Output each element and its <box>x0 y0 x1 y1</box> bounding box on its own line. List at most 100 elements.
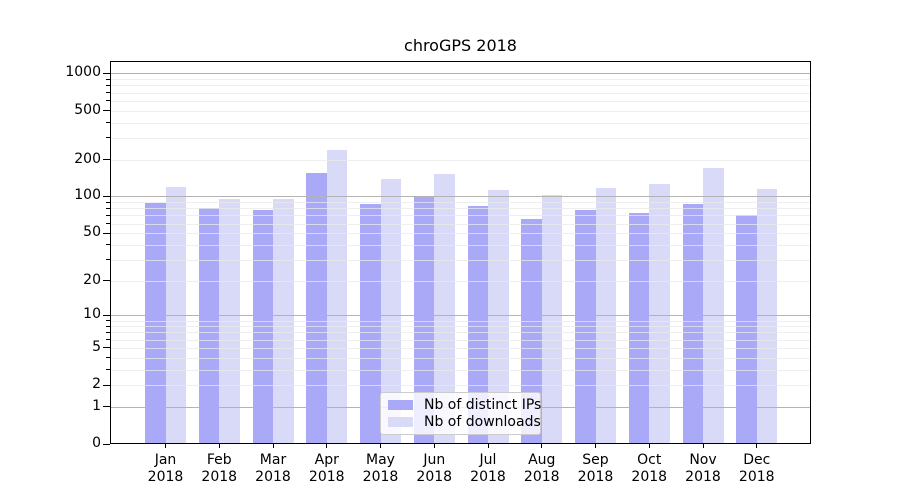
y-minor-tick-9 <box>106 320 110 321</box>
x-tick-label-aug: Aug 2018 <box>523 452 560 485</box>
x-tick-mar <box>272 444 274 448</box>
minor-gridline-80 <box>111 208 810 210</box>
minor-gridline-5 <box>111 347 810 349</box>
y-tick-label-2: 2 <box>92 376 101 393</box>
bar-distinct-ips-dec <box>736 215 757 443</box>
bar-downloads-jan <box>165 186 186 443</box>
x-tick-label-nov: Nov 2018 <box>685 452 721 485</box>
y-minor-tick-70 <box>106 214 110 216</box>
minor-gridline-900 <box>111 79 810 81</box>
x-tick-oct <box>648 444 650 448</box>
minor-gridline-9 <box>111 320 810 322</box>
y-minor-tick-40 <box>106 244 110 246</box>
y-tick-label-1000: 1000 <box>65 64 101 81</box>
y-tick-1000 <box>103 72 110 74</box>
minor-gridline-600 <box>111 100 810 102</box>
y-tick-0 <box>103 443 110 445</box>
y-minor-tick-700 <box>106 92 110 94</box>
minor-gridline-3 <box>111 369 810 371</box>
minor-gridline-20 <box>111 280 810 282</box>
x-tick-jan <box>165 444 166 448</box>
x-tick-aug <box>541 444 543 448</box>
minor-gridline-60 <box>111 223 810 225</box>
bar-distinct-ips-apr <box>306 173 327 443</box>
y-tick-label-100: 100 <box>74 187 101 204</box>
bar-downloads-jun <box>434 174 455 443</box>
y-tick-5 <box>103 347 110 349</box>
y-tick-label-200: 200 <box>74 150 101 167</box>
legend-label-downloads: Nb of downloads <box>424 414 541 431</box>
major-gridline-1000 <box>111 73 810 75</box>
bar-distinct-ips-jun <box>413 196 435 443</box>
y-tick-500 <box>103 110 110 112</box>
y-tick-50 <box>103 232 110 234</box>
x-tick-label-dec: Dec 2018 <box>738 452 775 485</box>
y-tick-label-10: 10 <box>83 306 101 323</box>
minor-gridline-200 <box>111 159 810 161</box>
y-tick-label-1: 1 <box>92 397 101 414</box>
x-tick-label-apr: Apr 2018 <box>308 452 345 485</box>
y-minor-tick-400 <box>106 122 110 123</box>
y-tick-200 <box>103 159 110 161</box>
x-tick-may <box>380 444 381 448</box>
x-tick-label-mar: Mar 2018 <box>255 452 291 485</box>
y-tick-20 <box>103 280 110 282</box>
x-tick-jul <box>487 444 489 448</box>
minor-gridline-2 <box>111 385 810 387</box>
x-tick-jun <box>433 444 435 448</box>
bar-downloads-nov <box>703 167 724 443</box>
minor-gridline-90 <box>111 202 810 204</box>
y-minor-tick-90 <box>106 201 110 203</box>
y-tick-100 <box>103 195 110 197</box>
minor-gridline-50 <box>111 233 810 235</box>
legend-swatch-distinct-ips <box>388 399 413 410</box>
minor-gridline-4 <box>111 357 810 359</box>
y-minor-tick-6 <box>106 339 110 341</box>
bar-distinct-ips-aug <box>521 219 542 443</box>
minor-gridline-8 <box>111 326 810 328</box>
x-tick-apr <box>326 444 328 448</box>
bar-downloads-oct <box>649 184 670 443</box>
major-gridline-100 <box>111 196 810 198</box>
minor-gridline-30 <box>111 259 810 261</box>
bar-distinct-ips-may <box>360 203 381 443</box>
minor-gridline-800 <box>111 85 810 87</box>
x-tick-label-jul: Jul 2018 <box>470 452 506 485</box>
legend-swatch-downloads <box>388 417 413 428</box>
y-tick-label-5: 5 <box>92 338 101 355</box>
minor-gridline-40 <box>111 244 810 246</box>
bar-distinct-ips-feb <box>198 207 220 443</box>
y-minor-tick-800 <box>106 84 110 86</box>
x-tick-sep <box>595 444 596 448</box>
legend-row-downloads: Nb of downloads <box>388 414 541 430</box>
x-tick-label-feb: Feb 2018 <box>201 452 238 485</box>
y-tick-10 <box>103 314 110 316</box>
bar-downloads-sep <box>595 187 616 443</box>
y-minor-tick-900 <box>106 78 110 80</box>
bar-downloads-may <box>380 178 401 443</box>
y-minor-tick-7 <box>106 331 110 333</box>
x-tick-nov <box>702 444 704 448</box>
bar-downloads-aug <box>541 194 563 443</box>
legend-row-distinct-ips: Nb of distinct IPs <box>388 397 541 413</box>
y-tick-label-20: 20 <box>83 271 101 288</box>
y-minor-tick-80 <box>106 207 110 209</box>
major-gridline-10 <box>111 315 810 317</box>
x-tick-feb <box>218 444 220 448</box>
y-minor-tick-30 <box>106 259 110 261</box>
y-minor-tick-300 <box>106 137 110 139</box>
y-minor-tick-8 <box>106 325 110 327</box>
y-tick-label-50: 50 <box>83 224 101 241</box>
plot-area <box>110 61 811 444</box>
minor-gridline-7 <box>111 332 810 334</box>
y-tick-1 <box>103 406 110 408</box>
legend: Nb of distinct IPs Nb of downloads <box>380 392 541 435</box>
bar-distinct-ips-nov <box>682 203 703 443</box>
minor-gridline-400 <box>111 122 810 124</box>
x-tick-label-jan: Jan 2018 <box>147 452 184 485</box>
minor-gridline-70 <box>111 215 810 217</box>
legend-label-distinct-ips: Nb of distinct IPs <box>424 396 542 413</box>
minor-gridline-300 <box>111 137 810 139</box>
y-tick-2 <box>103 384 110 386</box>
